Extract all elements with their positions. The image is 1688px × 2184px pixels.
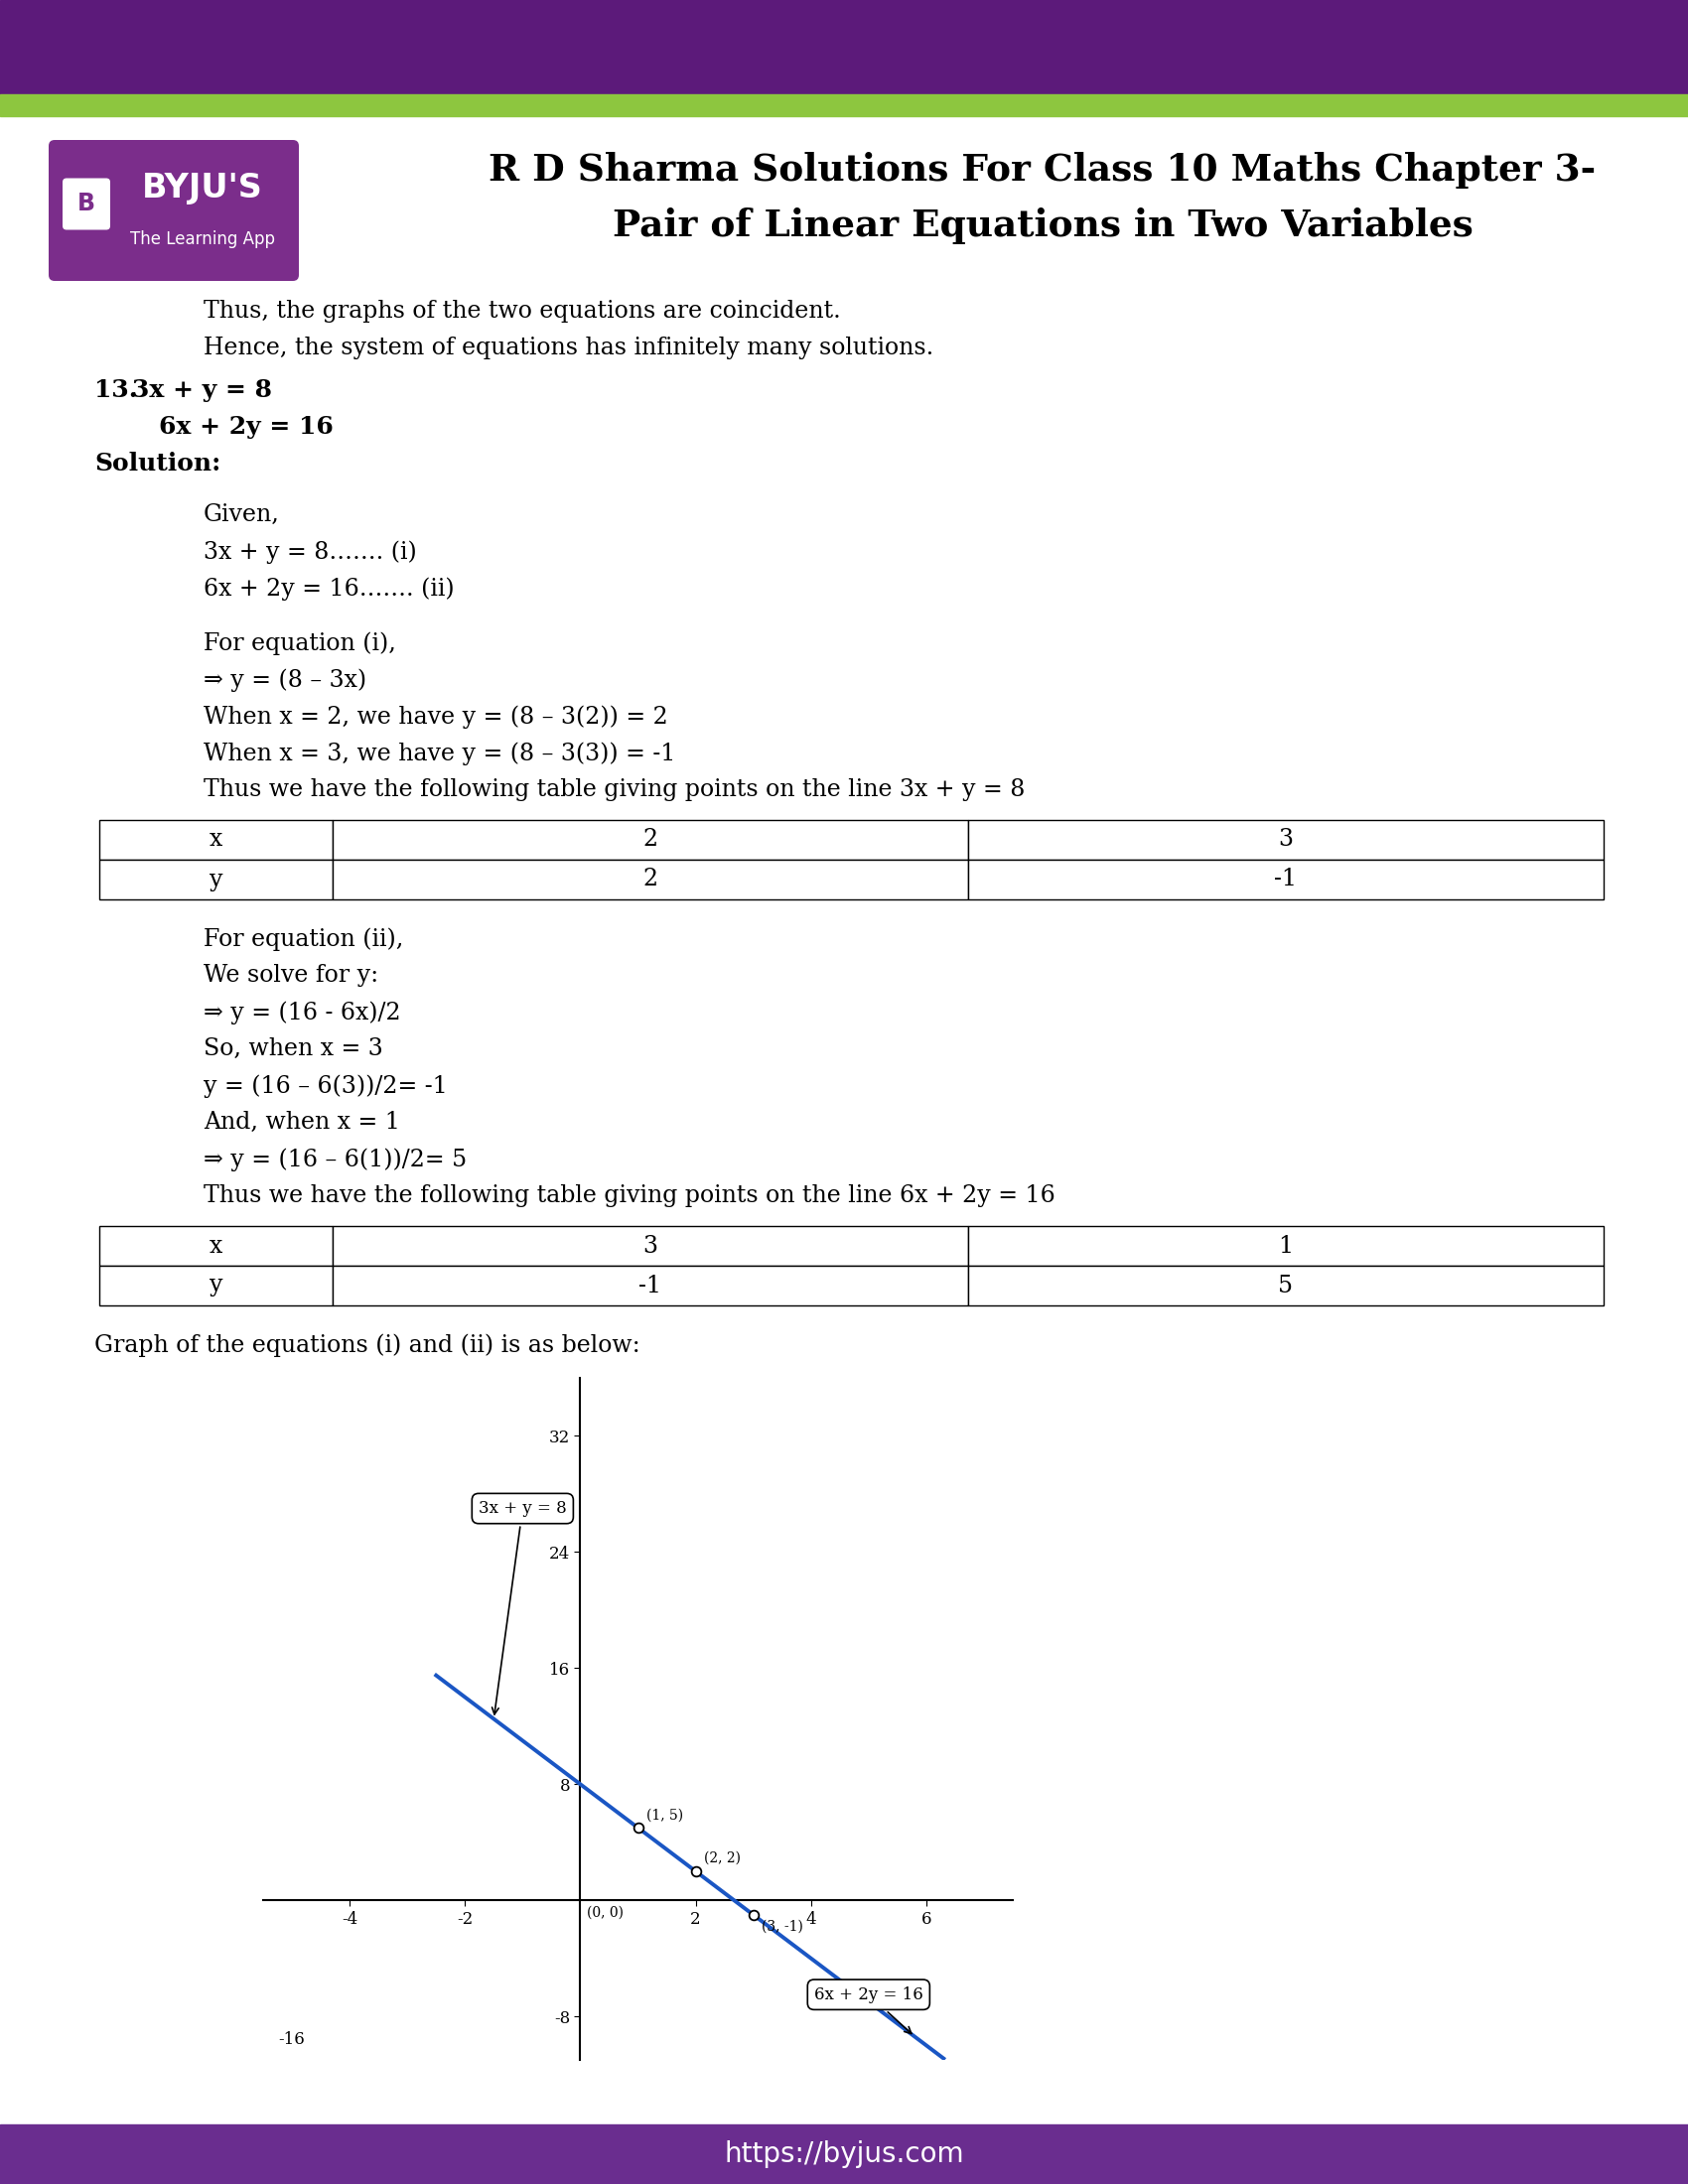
- Text: The Learning App: The Learning App: [130, 229, 275, 247]
- Text: 13.: 13.: [95, 378, 137, 402]
- Text: 3: 3: [1278, 828, 1293, 852]
- Text: Thus we have the following table giving points on the line 6x + 2y = 16: Thus we have the following table giving …: [204, 1184, 1055, 1208]
- Text: Solution:: Solution:: [95, 452, 221, 476]
- Text: https://byjus.com: https://byjus.com: [724, 2140, 964, 2169]
- Text: 6x + 2y = 16: 6x + 2y = 16: [814, 1985, 923, 2033]
- Text: For equation (ii),: For equation (ii),: [204, 928, 403, 950]
- Text: x: x: [209, 1234, 223, 1258]
- Text: (1, 5): (1, 5): [647, 1808, 684, 1821]
- Text: Graph of the equations (i) and (ii) is as below:: Graph of the equations (i) and (ii) is a…: [95, 1332, 640, 1356]
- Bar: [100, 1225, 333, 1267]
- Text: Given,: Given,: [204, 502, 280, 526]
- Text: When x = 3, we have y = (8 – 3(3)) = -1: When x = 3, we have y = (8 – 3(3)) = -1: [204, 743, 675, 764]
- Text: 3x + y = 8: 3x + y = 8: [479, 1500, 567, 1714]
- Text: (3, -1): (3, -1): [761, 1920, 803, 1933]
- Text: ⇒ y = (16 – 6(1))/2= 5: ⇒ y = (16 – 6(1))/2= 5: [204, 1147, 468, 1171]
- Bar: [0, 0, 1688, 94]
- Bar: [333, 860, 969, 900]
- Text: Pair of Linear Equations in Two Variables: Pair of Linear Equations in Two Variable…: [613, 207, 1474, 245]
- Text: y: y: [209, 867, 223, 891]
- Text: 3x + y = 8……. (i): 3x + y = 8……. (i): [204, 539, 417, 563]
- Text: For equation (i),: For equation (i),: [204, 631, 397, 655]
- Text: So, when x = 3: So, when x = 3: [204, 1037, 383, 1059]
- Text: 2: 2: [643, 828, 658, 852]
- Text: 2: 2: [643, 867, 658, 891]
- Text: y = (16 – 6(3))/2= -1: y = (16 – 6(3))/2= -1: [204, 1075, 447, 1099]
- Text: -1: -1: [1274, 867, 1298, 891]
- Text: y: y: [209, 1273, 223, 1297]
- Bar: [0, 2125, 1688, 2184]
- Text: (0, 0): (0, 0): [587, 1907, 625, 1920]
- Text: 3x + y = 8: 3x + y = 8: [132, 378, 272, 402]
- Text: -16: -16: [279, 2031, 306, 2049]
- FancyBboxPatch shape: [49, 140, 299, 282]
- Text: 3: 3: [643, 1234, 658, 1258]
- Text: ⇒ y = (16 - 6x)/2: ⇒ y = (16 - 6x)/2: [204, 1000, 400, 1024]
- Text: ⇒ y = (8 – 3x): ⇒ y = (8 – 3x): [204, 668, 366, 692]
- FancyBboxPatch shape: [62, 179, 110, 229]
- Bar: [100, 819, 333, 860]
- Text: 5: 5: [1278, 1273, 1293, 1297]
- Bar: [969, 1267, 1604, 1306]
- Text: When x = 2, we have y = (8 – 3(2)) = 2: When x = 2, we have y = (8 – 3(2)) = 2: [204, 705, 668, 727]
- Text: We solve for y:: We solve for y:: [204, 963, 378, 987]
- Text: B: B: [78, 192, 95, 216]
- Bar: [969, 819, 1604, 860]
- Bar: [333, 1225, 969, 1267]
- Text: Hence, the system of equations has infinitely many solutions.: Hence, the system of equations has infin…: [204, 336, 933, 360]
- Bar: [0, 94, 1688, 116]
- Bar: [333, 1267, 969, 1306]
- Text: (2, 2): (2, 2): [704, 1852, 741, 1865]
- Text: 1: 1: [1278, 1234, 1293, 1258]
- Bar: [969, 860, 1604, 900]
- Bar: [969, 1225, 1604, 1267]
- Text: And, when x = 1: And, when x = 1: [204, 1112, 400, 1133]
- Bar: [333, 819, 969, 860]
- Text: -1: -1: [640, 1273, 662, 1297]
- Text: Thus we have the following table giving points on the line 3x + y = 8: Thus we have the following table giving …: [204, 778, 1025, 802]
- Text: 6x + 2y = 16……. (ii): 6x + 2y = 16……. (ii): [204, 577, 454, 601]
- Text: R D Sharma Solutions For Class 10 Maths Chapter 3-: R D Sharma Solutions For Class 10 Maths …: [490, 153, 1597, 190]
- Text: BYJU'S: BYJU'S: [142, 173, 263, 205]
- Bar: [100, 1267, 333, 1306]
- Text: 6x + 2y = 16: 6x + 2y = 16: [159, 415, 333, 439]
- Bar: [100, 860, 333, 900]
- Text: x: x: [209, 828, 223, 852]
- Text: Thus, the graphs of the two equations are coincident.: Thus, the graphs of the two equations ar…: [204, 299, 841, 323]
